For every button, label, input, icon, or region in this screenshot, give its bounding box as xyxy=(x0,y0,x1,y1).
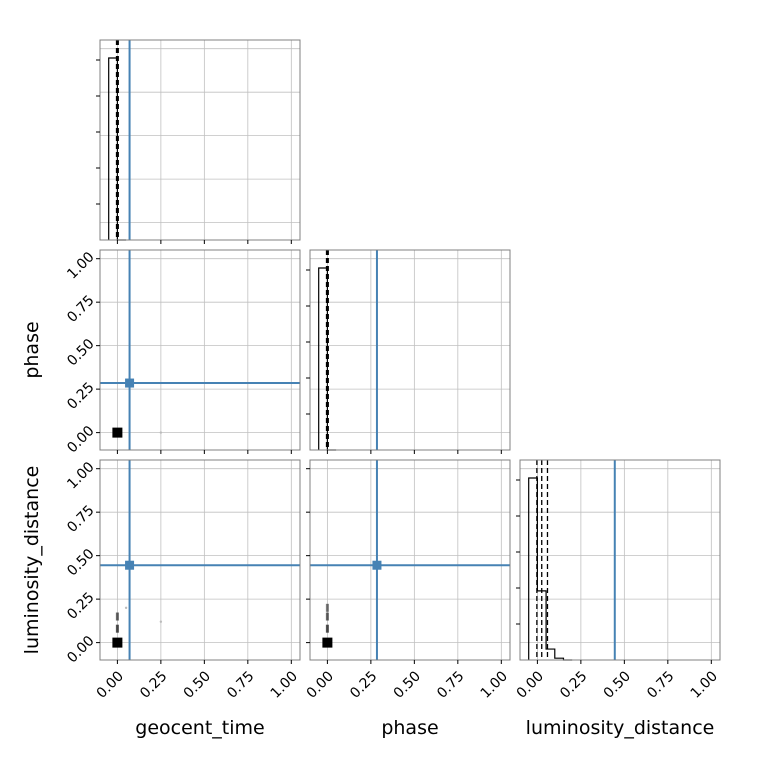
x-tick-label: 1.00 xyxy=(478,668,511,701)
hist-tick-marks-phase xyxy=(306,269,310,415)
panel-frame-luminosity_distance-luminosity_distance xyxy=(519,459,721,661)
hist-tick-marks-geocent_time xyxy=(96,59,100,205)
panel-frame-luminosity_distance-phase xyxy=(309,459,511,661)
x-tick-label: 0.50 xyxy=(181,668,214,701)
x-axis-label-luminosity_distance: luminosity_distance xyxy=(526,717,715,739)
sample-point xyxy=(325,612,329,621)
grid-vertical-luminosity_distance-phase xyxy=(326,460,502,660)
sample-point xyxy=(124,606,128,610)
grid-vertical-luminosity_distance-geocent_time xyxy=(116,460,292,660)
sample-point xyxy=(159,431,163,434)
x-tick-marks-phase-geocent_time xyxy=(116,450,292,454)
x-tick-label: 0.00 xyxy=(94,668,127,701)
y-tick-label: 0.50 xyxy=(64,546,97,579)
sample-point xyxy=(115,624,119,633)
sample-point xyxy=(325,603,329,612)
y-tick-labels-phase: 0.00 0.25 0.50 0.75 1.00 xyxy=(64,249,97,456)
density-core xyxy=(322,637,333,648)
y-tick-label: 0.75 xyxy=(64,503,97,536)
sample-point xyxy=(115,612,119,621)
y-axis-label-phase: phase xyxy=(21,321,43,378)
density-core xyxy=(112,637,123,648)
y-tick-labels-luminosity_distance: 0.00 0.25 0.50 0.75 1.00 xyxy=(64,459,97,666)
x-tick-labels-phase: 0.00 0.25 0.50 0.75 1.00 xyxy=(304,668,511,701)
y-tick-marks-luminosity_distance-phase xyxy=(306,468,310,644)
y-tick-label: 0.50 xyxy=(64,336,97,369)
x-tick-label: 0.75 xyxy=(224,668,257,701)
density-core xyxy=(112,427,123,438)
sample-point xyxy=(117,428,121,437)
x-tick-label: 0.75 xyxy=(644,668,677,701)
x-tick-labels-luminosity_distance: 0.00 0.25 0.50 0.75 1.00 xyxy=(514,668,721,701)
sample-point xyxy=(159,620,163,623)
grid-vertical-luminosity_distance-luminosity_distance xyxy=(536,460,712,660)
x-tick-label: 1.00 xyxy=(268,668,301,701)
x-tick-label: 0.50 xyxy=(391,668,424,701)
y-tick-label: 1.00 xyxy=(64,249,97,282)
grid-vertical-phase-phase xyxy=(326,250,502,450)
x-tick-marks-phase-phase xyxy=(326,450,502,454)
grid-vertical-geocent_time-geocent_time xyxy=(116,40,292,240)
truth-marker-phase_vs_geocent_time xyxy=(125,378,135,388)
panel-frame-phase-geocent_time xyxy=(99,249,301,451)
grid-vertical-phase-geocent_time xyxy=(116,250,292,450)
truth-marker-luminosity_distance_vs_phase xyxy=(372,560,382,570)
x-tick-label: 0.75 xyxy=(434,668,467,701)
grid-horizontal-luminosity_distance-geocent_time xyxy=(100,468,300,644)
y-tick-marks-luminosity_distance-geocent_time xyxy=(96,468,100,644)
x-tick-marks-geocent_time-geocent_time xyxy=(116,240,292,244)
y-tick-label: 0.25 xyxy=(64,589,97,622)
x-tick-label: 0.00 xyxy=(304,668,337,701)
sample-point xyxy=(325,624,329,633)
x-tick-marks-luminosity_distance-luminosity_distance xyxy=(536,660,712,664)
grid-horizontal-luminosity_distance-luminosity_distance xyxy=(520,468,720,644)
quantile-lines-geocent_time xyxy=(115,40,119,240)
grid-horizontal-phase-geocent_time xyxy=(100,258,300,434)
x-axis-label-geocent_time: geocent_time xyxy=(135,717,264,739)
x-tick-label: 1.00 xyxy=(688,668,721,701)
y-tick-label: 1.00 xyxy=(64,459,97,492)
scatter-samples-phase_vs_geocent_time xyxy=(112,427,163,438)
quantile-lines-luminosity_distance xyxy=(536,460,549,660)
x-tick-label: 0.25 xyxy=(347,668,380,701)
histogram-luminosity_distance xyxy=(528,477,573,661)
y-tick-label: 0.00 xyxy=(64,633,97,666)
grid-horizontal-phase-phase xyxy=(310,258,510,434)
y-tick-label: 0.75 xyxy=(64,293,97,326)
y-axis-label-luminosity_distance: luminosity_distance xyxy=(21,466,43,655)
panel-frame-geocent_time-geocent_time xyxy=(99,39,301,241)
scatter-samples-luminosity_distance_vs_phase xyxy=(322,603,333,648)
y-tick-label: 0.25 xyxy=(64,379,97,412)
x-tick-label: 0.25 xyxy=(557,668,590,701)
hist-tick-marks-luminosity_distance xyxy=(516,479,520,625)
x-tick-marks-luminosity_distance-phase xyxy=(326,660,502,664)
x-tick-label: 0.50 xyxy=(601,668,634,701)
x-tick-label: 0.00 xyxy=(514,668,547,701)
y-tick-label: 0.00 xyxy=(64,423,97,456)
y-tick-marks-phase-geocent_time xyxy=(96,258,100,434)
x-axis-label-phase: phase xyxy=(381,717,438,739)
grid-horizontal-geocent_time-geocent_time xyxy=(100,48,300,224)
panel-frame-phase-phase xyxy=(309,249,511,451)
x-tick-labels-geocent_time: 0.00 0.25 0.50 0.75 1.00 xyxy=(94,668,301,701)
grid-horizontal-luminosity_distance-phase xyxy=(310,468,510,644)
x-tick-marks-luminosity_distance-geocent_time xyxy=(116,660,292,664)
panel-frame-luminosity_distance-geocent_time xyxy=(99,459,301,661)
x-tick-label: 0.25 xyxy=(137,668,170,701)
scatter-samples-luminosity_distance_vs_geocent_time xyxy=(112,606,163,648)
quantile-lines-phase xyxy=(325,250,329,450)
truth-marker-luminosity_distance_vs_geocent_time xyxy=(125,560,135,570)
